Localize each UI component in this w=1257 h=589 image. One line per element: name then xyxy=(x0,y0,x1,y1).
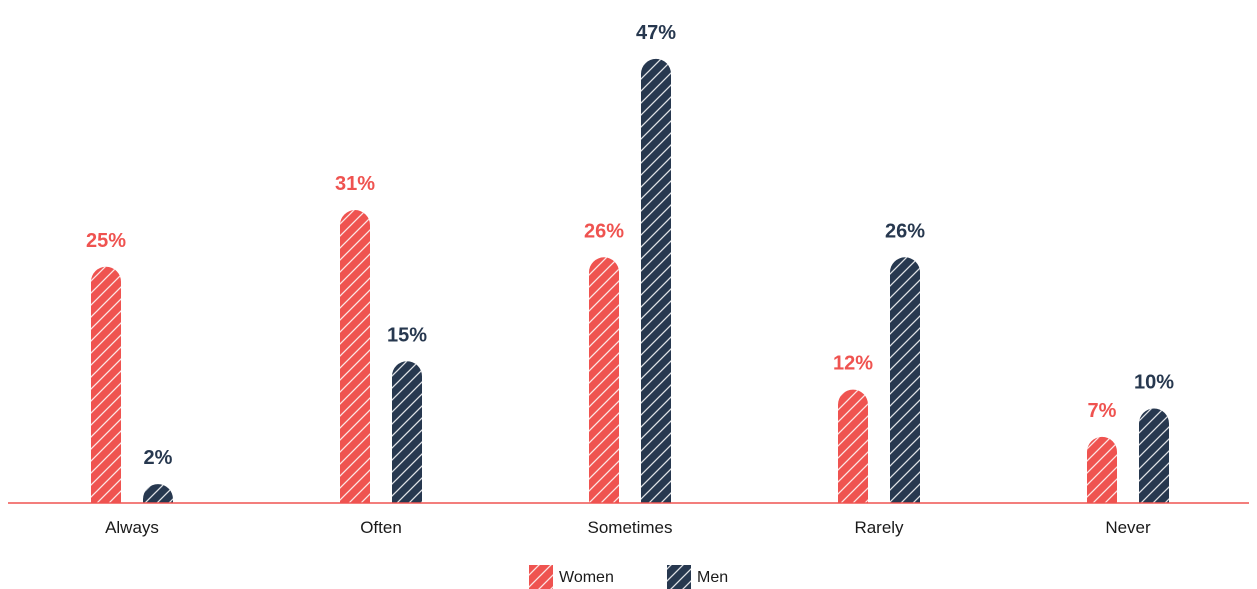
bar-women-sometimes xyxy=(589,257,619,503)
category-labels-layer: Always Often Sometimes Rarely Never xyxy=(105,518,1151,537)
bar-hatch xyxy=(143,484,173,503)
legend-swatch-hatch xyxy=(529,565,553,589)
value-label-women-always: 25% xyxy=(86,230,126,252)
category-label-often: Often xyxy=(360,518,402,537)
bar-men-never xyxy=(1139,408,1169,503)
value-label-men-never: 10% xyxy=(1134,372,1174,394)
category-label-sometimes: Sometimes xyxy=(587,518,672,537)
legend-label-men: Men xyxy=(697,569,728,586)
value-label-men-sometimes: 47% xyxy=(636,22,676,44)
bars-layer xyxy=(91,58,1169,503)
value-label-men-rarely: 26% xyxy=(885,220,925,242)
value-label-women-sometimes: 26% xyxy=(584,220,624,242)
legend-label-women: Women xyxy=(559,569,614,586)
category-label-rarely: Rarely xyxy=(854,518,904,537)
legend: Women Men xyxy=(529,565,728,589)
category-label-never: Never xyxy=(1105,518,1151,537)
bar-women-never xyxy=(1087,436,1117,503)
bar-hatch xyxy=(91,266,122,503)
bar-hatch xyxy=(392,361,422,503)
bar-hatch xyxy=(838,389,868,503)
legend-item-women: Women xyxy=(529,565,614,589)
value-labels-layer: 25% 31% 26% 12% 7% 2% 15% 47% 26% 10% xyxy=(86,22,1174,469)
bar-hatch xyxy=(340,210,370,503)
bar-men-sometimes xyxy=(641,58,671,503)
value-label-women-rarely: 12% xyxy=(833,353,873,375)
legend-item-men: Men xyxy=(667,565,728,589)
value-label-men-often: 15% xyxy=(387,324,427,346)
bar-women-rarely xyxy=(838,389,868,503)
bar-hatch xyxy=(1087,436,1117,503)
bar-men-often xyxy=(392,361,422,503)
category-label-always: Always xyxy=(105,518,159,537)
bar-men-always xyxy=(143,484,173,503)
bar-women-often xyxy=(340,210,370,503)
bar-hatch xyxy=(890,257,920,503)
value-label-men-always: 2% xyxy=(144,447,173,469)
bar-women-always xyxy=(91,266,122,503)
bar-hatch xyxy=(641,58,671,503)
bar-hatch xyxy=(1139,408,1169,503)
bar-hatch xyxy=(589,257,619,503)
value-label-women-never: 7% xyxy=(1088,400,1117,422)
bar-men-rarely xyxy=(890,257,920,503)
value-label-women-often: 31% xyxy=(335,173,375,195)
legend-swatch-hatch xyxy=(667,565,691,589)
